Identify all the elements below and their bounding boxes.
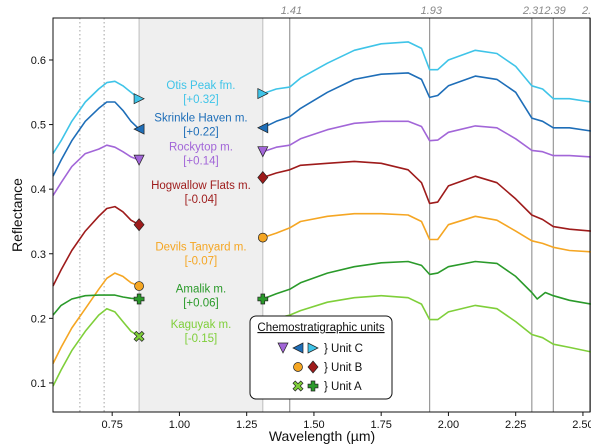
- series-1-name: Skrinkle Haven m.: [154, 112, 247, 124]
- series-6-vis-marker-shape: [133, 330, 145, 342]
- series-3-vis-marker: [133, 218, 145, 232]
- series-5-ir-marker: [257, 293, 269, 305]
- series-3-offset: [-0.04]: [185, 194, 218, 206]
- series-2-ir-marker: [257, 146, 269, 158]
- x-tick-label-2: 1.25: [236, 419, 257, 431]
- gap-region: [138, 17, 264, 413]
- y-tick-label-4: 0.5: [31, 120, 46, 132]
- series-1-ir-line: [262, 72, 591, 132]
- legend-row-2-marker-0: [292, 380, 304, 392]
- feature-label-2: 2.31: [522, 5, 544, 17]
- series-1-offset: [+0.22]: [183, 126, 219, 138]
- series-5-vis-marker: [133, 293, 145, 305]
- legend-row-1-marker-1: [307, 360, 319, 374]
- series-6-vis-marker: [133, 330, 145, 342]
- x-tick-label-1: 1.00: [169, 419, 190, 431]
- series-3-vis-line: [52, 205, 140, 287]
- legend-row-1-marker-0: [293, 362, 303, 372]
- feature-label-0: 1.41: [281, 5, 302, 17]
- legend-title: Chemostratigraphic units: [257, 322, 384, 334]
- series-2-ir-line: [262, 120, 591, 158]
- series-0-ir-line: [262, 41, 591, 103]
- series-5-offset: [+0.06]: [183, 298, 219, 310]
- feature-label-4: 2.5: [581, 5, 591, 17]
- series-2-offset: [+0.14]: [183, 155, 219, 167]
- y-tick-label-2: 0.3: [31, 249, 46, 261]
- series-4-offset: [-0.07]: [185, 256, 218, 268]
- series-5-ir-line: [262, 260, 591, 305]
- series-0-name: Otis Peak fm.: [166, 80, 235, 92]
- legend-box: [249, 315, 393, 400]
- series-3-ir-marker: [257, 170, 269, 185]
- series-6-offset: [-0.15]: [185, 333, 218, 345]
- series-4-ir-line: [262, 212, 591, 253]
- series-6-ir-line: [262, 294, 591, 353]
- y-tick-label-0: 0.1: [31, 378, 46, 390]
- series-6-name: Kaguyak m.: [171, 319, 232, 331]
- series-4-ir-marker: [257, 232, 268, 243]
- feature-label-1: 1.93: [421, 5, 443, 17]
- series-layer: [52, 41, 591, 387]
- legend-row-1-label: } Unit B: [324, 362, 363, 374]
- y-tick-label-1: 0.2: [31, 313, 46, 325]
- series-2-vis-marker: [133, 154, 145, 166]
- series-4-name: Devils Tanyard m.: [155, 242, 246, 254]
- series-0-vis-line: [52, 80, 140, 155]
- legend-row-2-marker-1: [307, 380, 319, 392]
- series-4-vis-line: [52, 272, 140, 364]
- x-tick-label-5: 2.00: [438, 419, 459, 431]
- series-label-layer: Otis Peak fm. [+0.32] Skrinkle Haven m. [+0…: [151, 80, 251, 345]
- y-tick-label-3: 0.4: [31, 184, 46, 196]
- series-3-ir-line: [262, 160, 591, 232]
- legend-row-2-marker-0-shape: [292, 380, 304, 392]
- axes-layer: 0.75 1.00 1.25 1.50 1.75 2.00 2.25 2.50 0.1 0.2 0.…: [9, 17, 591, 444]
- legend-row-0-marker-2: [307, 342, 319, 354]
- series-6-vis-line: [52, 307, 140, 387]
- x-tick-label-7: 2.50: [572, 419, 591, 431]
- legend-row-0-marker-1: [292, 342, 304, 354]
- series-0-ir-marker: [257, 88, 269, 100]
- feature-label-3: 2.39: [543, 5, 565, 17]
- y-tick-label-5: 0.6: [31, 55, 46, 67]
- legend-row-0-label: } Unit C: [324, 343, 363, 355]
- series-1-vis-line: [52, 101, 140, 177]
- x-tick-label-0: 0.75: [101, 419, 122, 431]
- series-5-name: Amalik m.: [176, 284, 226, 296]
- legend-row-0-marker-0: [277, 342, 289, 354]
- x-tick-label-6: 2.25: [505, 419, 526, 431]
- plot-frame: [52, 17, 591, 413]
- series-4-vis-marker: [134, 281, 144, 291]
- series-0-vis-marker: [133, 93, 145, 105]
- x-tick-label-3: 1.50: [303, 419, 324, 431]
- series-2-name: Rockytop m.: [169, 141, 233, 153]
- series-0-offset: [+0.32]: [183, 94, 219, 106]
- series-2-vis-line: [52, 144, 140, 197]
- series-1-vis-marker: [133, 123, 145, 135]
- series-1-ir-marker: [257, 122, 269, 134]
- legend-row-2-label: } Unit A: [324, 381, 362, 393]
- y-axis-label: Reflectance: [9, 178, 25, 252]
- series-3-name: Hogwallow Flats m.: [151, 180, 251, 192]
- background-layer: 1.41 1.93 2.312.39 2.5: [79, 5, 591, 413]
- series-5-vis-line: [52, 294, 140, 316]
- x-tick-label-4: 1.75: [370, 419, 391, 431]
- x-axis-label: Wavelength (µm): [269, 428, 375, 444]
- legend: Chemostratigraphic units } Unit C } Unit B…: [249, 315, 393, 400]
